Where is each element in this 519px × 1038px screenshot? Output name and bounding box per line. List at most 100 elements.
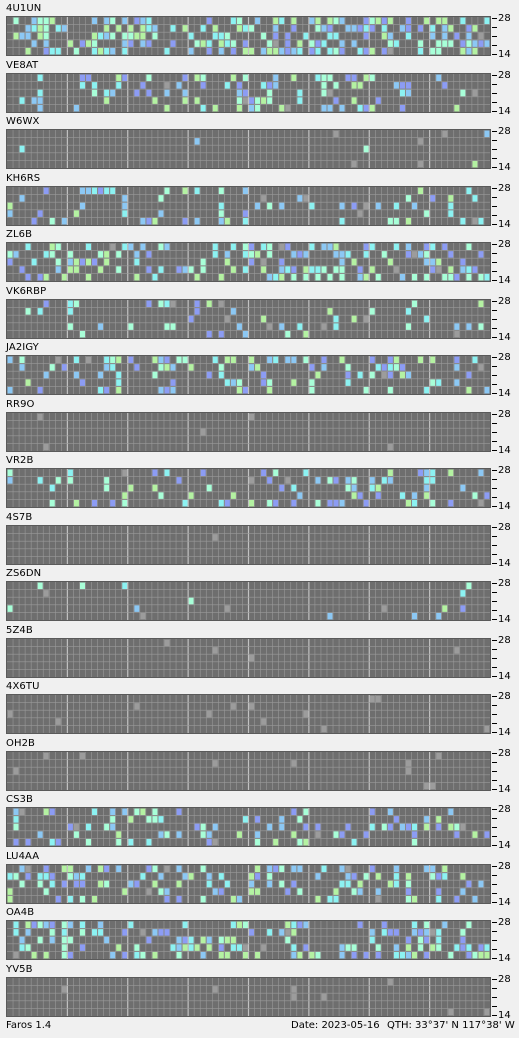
- signal-cell: [267, 81, 273, 89]
- signal-cell: [242, 89, 248, 96]
- signal-cell: [315, 499, 321, 507]
- signal-cell: [442, 605, 448, 612]
- signal-cell: [399, 104, 405, 111]
- scale-tick: [492, 300, 497, 302]
- signal-cell: [399, 492, 405, 499]
- signal-cell: [194, 138, 200, 145]
- signal-cell: [230, 40, 236, 47]
- signal-cell: [357, 880, 363, 887]
- signal-cell: [79, 40, 85, 47]
- signal-cell: [297, 492, 303, 499]
- scale-tick: [492, 223, 497, 225]
- scale-tick: [492, 167, 497, 168]
- signal-cell: [291, 808, 297, 816]
- signal-cell: [37, 209, 43, 217]
- signal-cell: [110, 32, 116, 40]
- signal-cell: [418, 47, 424, 55]
- signal-cell: [291, 25, 297, 32]
- signal-cell: [478, 469, 484, 477]
- signal-cell: [31, 217, 37, 224]
- signal-cell: [104, 484, 110, 492]
- signal-cell: [176, 808, 182, 816]
- scale-tick: [492, 479, 497, 480]
- signal-cell: [375, 887, 381, 895]
- signal-cell: [152, 484, 158, 492]
- signal-cell: [164, 639, 170, 646]
- signal-cell: [85, 243, 92, 251]
- signal-cell: [261, 469, 267, 477]
- signal-cell: [448, 951, 454, 959]
- signal-cell: [472, 89, 478, 96]
- signal-cell: [79, 187, 85, 194]
- beacon-row: 5Z4B 28 14: [0, 624, 519, 682]
- signal-cell: [375, 273, 381, 281]
- scale-label-top: 28: [498, 521, 511, 533]
- signal-cell: [291, 865, 297, 872]
- signal-cell: [393, 951, 399, 959]
- signal-cell: [454, 895, 460, 902]
- signal-cell: [13, 872, 19, 880]
- signal-cell: [164, 104, 170, 111]
- signal-cell: [261, 194, 267, 202]
- scale-tick: [492, 18, 497, 19]
- beacon-callsign: 4X6TU: [6, 681, 40, 692]
- signal-cell: [369, 74, 375, 81]
- signal-cell: [158, 209, 164, 217]
- signal-cell: [212, 646, 218, 654]
- signal-cell: [430, 499, 436, 507]
- signal-cell: [206, 831, 212, 838]
- signal-cell: [405, 17, 412, 25]
- signal-cell: [424, 273, 430, 281]
- signal-cell: [61, 217, 67, 224]
- signal-cell: [13, 17, 19, 25]
- beacon-callsign: VK6RBP: [6, 285, 47, 297]
- signal-cell: [460, 590, 466, 597]
- signal-cell: [267, 251, 273, 258]
- signal-cell: [98, 32, 104, 40]
- signal-cell: [393, 217, 399, 224]
- signal-cell: [454, 944, 460, 951]
- band-scale: 28 14: [492, 352, 519, 399]
- signal-cell: [484, 725, 490, 733]
- signal-cell: [357, 266, 363, 273]
- signal-cell: [273, 17, 279, 25]
- signal-cell: [43, 865, 49, 872]
- signal-cell: [399, 25, 405, 32]
- signal-cell: [405, 194, 412, 202]
- signal-cell: [218, 202, 224, 209]
- signal-cell: [333, 895, 339, 902]
- scale-tick: [492, 675, 497, 677]
- signal-cell: [200, 936, 206, 944]
- signal-cell: [267, 379, 273, 386]
- signal-cell: [55, 25, 61, 32]
- beacon-callsign: KH6RS: [6, 172, 41, 184]
- signal-cell: [98, 251, 104, 258]
- signal-cell: [339, 47, 345, 55]
- beacon-row: VK6RBP 28 14: [0, 285, 519, 343]
- signal-cell: [369, 104, 375, 111]
- scale-tick: [492, 827, 497, 828]
- signal-cell: [315, 371, 321, 379]
- signal-cell: [134, 258, 140, 266]
- signal-cell: [393, 202, 399, 209]
- scale-tick: [492, 27, 497, 28]
- scale-label-bottom: 14: [498, 896, 511, 908]
- signal-cell: [351, 951, 357, 959]
- beacon-row: OA4B 28 14: [0, 906, 519, 964]
- signal-cell: [242, 96, 248, 104]
- signal-cell: [134, 944, 140, 951]
- signal-cell: [146, 251, 152, 258]
- signal-cell: [466, 921, 472, 929]
- signal-cell: [140, 243, 146, 251]
- signal-cell: [339, 217, 345, 224]
- signal-cell: [424, 484, 430, 492]
- scale-label-bottom: 14: [498, 105, 511, 117]
- signal-cell: [212, 838, 218, 846]
- signal-cell: [206, 17, 212, 25]
- signal-cell: [255, 17, 261, 25]
- signal-cell: [405, 944, 412, 951]
- signal-cell: [128, 40, 134, 47]
- signal-cell: [339, 499, 345, 507]
- signal-cell: [25, 379, 31, 386]
- signal-cell: [472, 356, 478, 364]
